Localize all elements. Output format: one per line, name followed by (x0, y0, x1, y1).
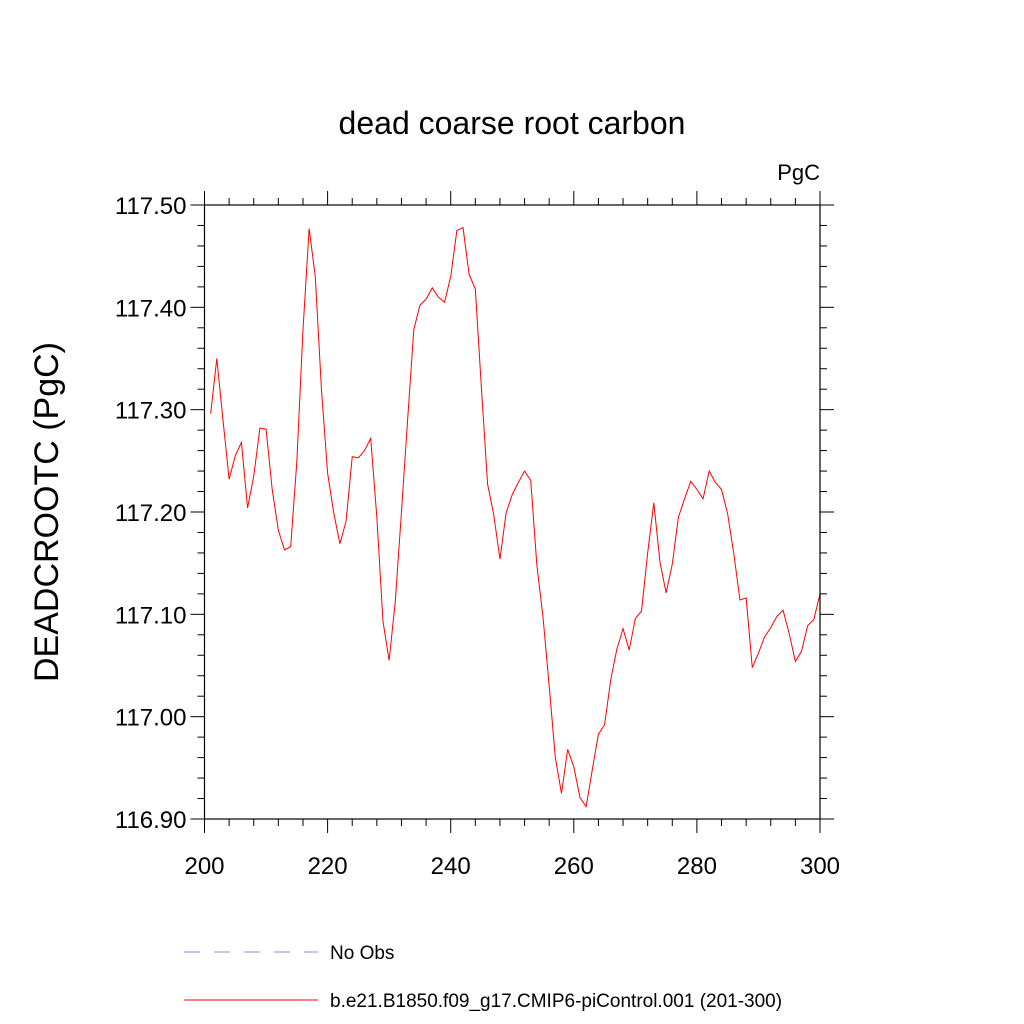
series-layer (210, 226, 821, 809)
y-tick-label: 117.50 (115, 193, 187, 220)
x-tick-label: 240 (431, 853, 471, 880)
plot-frame (203, 204, 821, 820)
x-tick-label: 280 (677, 853, 717, 880)
x-tick-label: 200 (184, 853, 224, 880)
y-tick-label: 117.30 (115, 398, 187, 425)
x-tick-label: 220 (308, 853, 348, 880)
chart-title: dead coarse root carbon (339, 105, 686, 141)
legend-label: b.e21.B1850.f09_g17.CMIP6-piControl.001 … (330, 991, 782, 1012)
y-tick-label: 116.90 (115, 807, 187, 834)
units-label: PgC (777, 160, 820, 185)
y-tick-label: 117.00 (115, 705, 187, 732)
y-tick-label: 117.10 (115, 602, 187, 629)
x-tick-label: 300 (800, 853, 840, 880)
legend-label: No Obs (330, 943, 394, 964)
legend: No Obs b.e21.B1850.f09_g17.CMIP6-piContro… (184, 943, 782, 1012)
axis-ticks: 200 220 240 260 280 300 116.90 117.00 117.10 117.… (115, 191, 840, 880)
y-tick-label: 117.40 (115, 295, 187, 322)
y-axis-label: DEADCROOTC (PgC) (28, 342, 66, 682)
x-tick-label: 260 (554, 853, 594, 880)
series-line (210, 226, 821, 809)
y-tick-label: 117.20 (115, 500, 187, 527)
